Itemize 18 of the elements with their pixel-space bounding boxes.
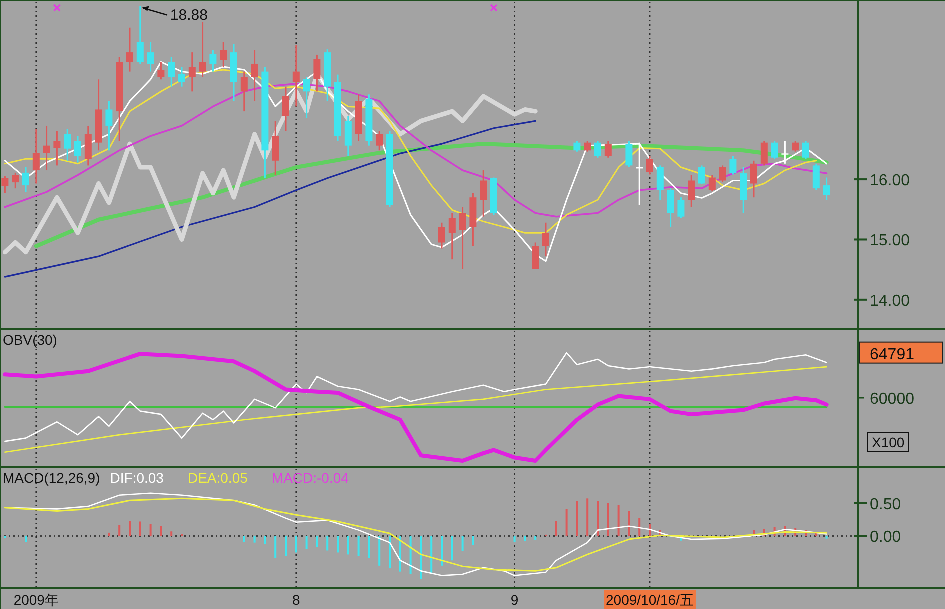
text: X100 — [872, 434, 905, 451]
chart-title: MACD(12,26,9) — [3, 470, 100, 486]
x-tick-label: 9 — [510, 592, 519, 608]
x-tick-label: 2009/10/16/五 — [606, 592, 694, 608]
y-tick-label: 0.50 — [870, 496, 902, 514]
annotation: MACD:-0.04 — [272, 470, 350, 486]
x-tick-label: 8 — [292, 592, 300, 608]
text: 60000 — [870, 391, 915, 408]
chart-title: OBV(30) — [3, 332, 58, 348]
annotation: 18.88 — [170, 7, 208, 24]
y-tick-label: 0.00 — [870, 529, 902, 546]
y-tick-label: 14.00 — [870, 292, 910, 310]
series-label: DEA:0.05 — [188, 470, 248, 486]
y-tick-label: 15.00 — [870, 232, 910, 250]
text: 64791 — [870, 346, 915, 364]
y-tick-label: 16.00 — [870, 172, 910, 190]
x-tick-label: 2009年 — [14, 592, 59, 608]
series-label: DIF:0.03 — [110, 470, 164, 486]
